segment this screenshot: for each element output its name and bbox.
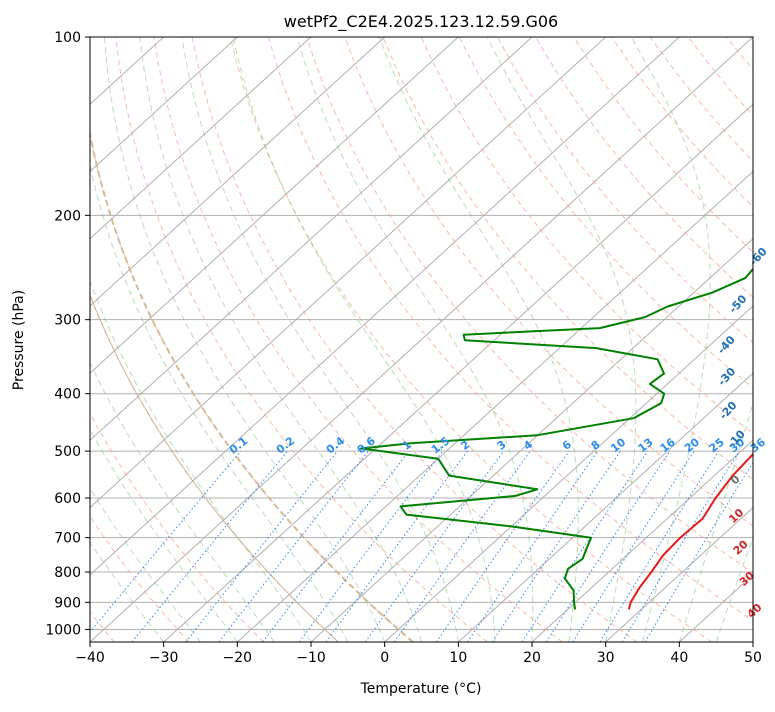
y-tick-label: 100 [54, 30, 81, 46]
x-tick-label: −10 [296, 650, 326, 666]
dry-adiabat-label: -70 [772, 194, 775, 218]
y-axis-title: Pressure (hPa) [11, 290, 27, 390]
y-tick-label: 1000 [45, 622, 81, 638]
y-axis-ticks: 100 200 300 400 500 600 700 800 900 1000 [45, 30, 90, 638]
x-tick-label: 10 [449, 650, 467, 666]
x-tick-label: 40 [670, 650, 688, 666]
y-tick-label: 700 [54, 531, 81, 547]
y-tick-label: 200 [54, 208, 81, 224]
x-tick-label: 0 [380, 650, 389, 666]
y-tick-label: 600 [54, 491, 81, 507]
dry-adiabat-line [765, 37, 775, 642]
x-tick-label: −40 [75, 650, 105, 666]
y-tick-label: 800 [54, 565, 81, 581]
x-tick-label: −20 [223, 650, 253, 666]
x-axis-title: Temperature (°C) [360, 681, 482, 697]
isotherm-line [753, 37, 775, 642]
y-tick-label: 500 [54, 444, 81, 460]
x-tick-label: −30 [149, 650, 179, 666]
y-tick-label: 300 [54, 313, 81, 329]
x-tick-label: 20 [523, 650, 541, 666]
x-tick-label: 50 [744, 650, 762, 666]
x-tick-label: 30 [597, 650, 615, 666]
y-tick-label: 400 [54, 387, 81, 403]
x-axis-ticks: −40 −30 −20 −10 0 10 20 30 40 50 [75, 642, 762, 666]
chart-title: wetPf2_C2E4.2025.123.12.59.G06 [284, 12, 558, 32]
y-tick-label: 900 [54, 595, 81, 611]
